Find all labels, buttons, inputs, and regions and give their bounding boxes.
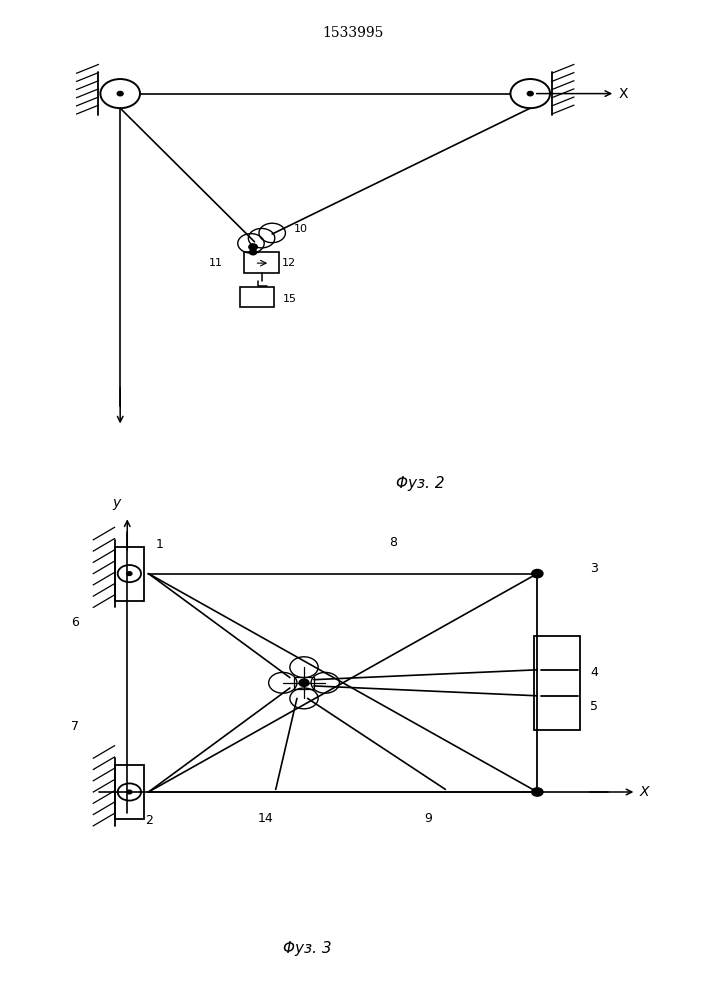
Circle shape xyxy=(532,569,543,578)
Text: X: X xyxy=(619,87,628,101)
Text: 14: 14 xyxy=(257,812,273,824)
Circle shape xyxy=(127,572,132,575)
Text: 1: 1 xyxy=(156,538,163,552)
Text: Φуз. 2: Φуз. 2 xyxy=(396,476,445,491)
Bar xyxy=(115,765,144,819)
Bar xyxy=(294,677,314,689)
Circle shape xyxy=(299,679,309,686)
Text: 3: 3 xyxy=(590,562,598,575)
Text: 4: 4 xyxy=(590,666,598,679)
Circle shape xyxy=(527,91,533,96)
Circle shape xyxy=(117,91,123,96)
Text: 8: 8 xyxy=(389,536,397,549)
Text: y: y xyxy=(112,496,121,510)
Circle shape xyxy=(127,790,132,794)
Text: 6: 6 xyxy=(71,616,78,630)
Text: 2: 2 xyxy=(145,814,153,827)
Text: 9: 9 xyxy=(423,812,432,824)
Circle shape xyxy=(249,244,257,250)
Text: 5: 5 xyxy=(590,700,598,713)
Text: 11: 11 xyxy=(209,258,223,268)
Text: 15: 15 xyxy=(283,294,297,304)
Text: 7: 7 xyxy=(71,720,78,734)
Text: 10: 10 xyxy=(293,224,308,234)
Circle shape xyxy=(532,788,543,796)
Bar xyxy=(115,547,144,601)
Text: Φуз. 3: Φуз. 3 xyxy=(283,940,332,956)
Circle shape xyxy=(250,250,257,255)
Text: X: X xyxy=(640,785,649,799)
Bar xyxy=(534,636,580,730)
Bar xyxy=(240,287,274,307)
Text: 1533995: 1533995 xyxy=(323,26,384,40)
Text: 12: 12 xyxy=(281,258,296,268)
Bar xyxy=(244,252,279,273)
